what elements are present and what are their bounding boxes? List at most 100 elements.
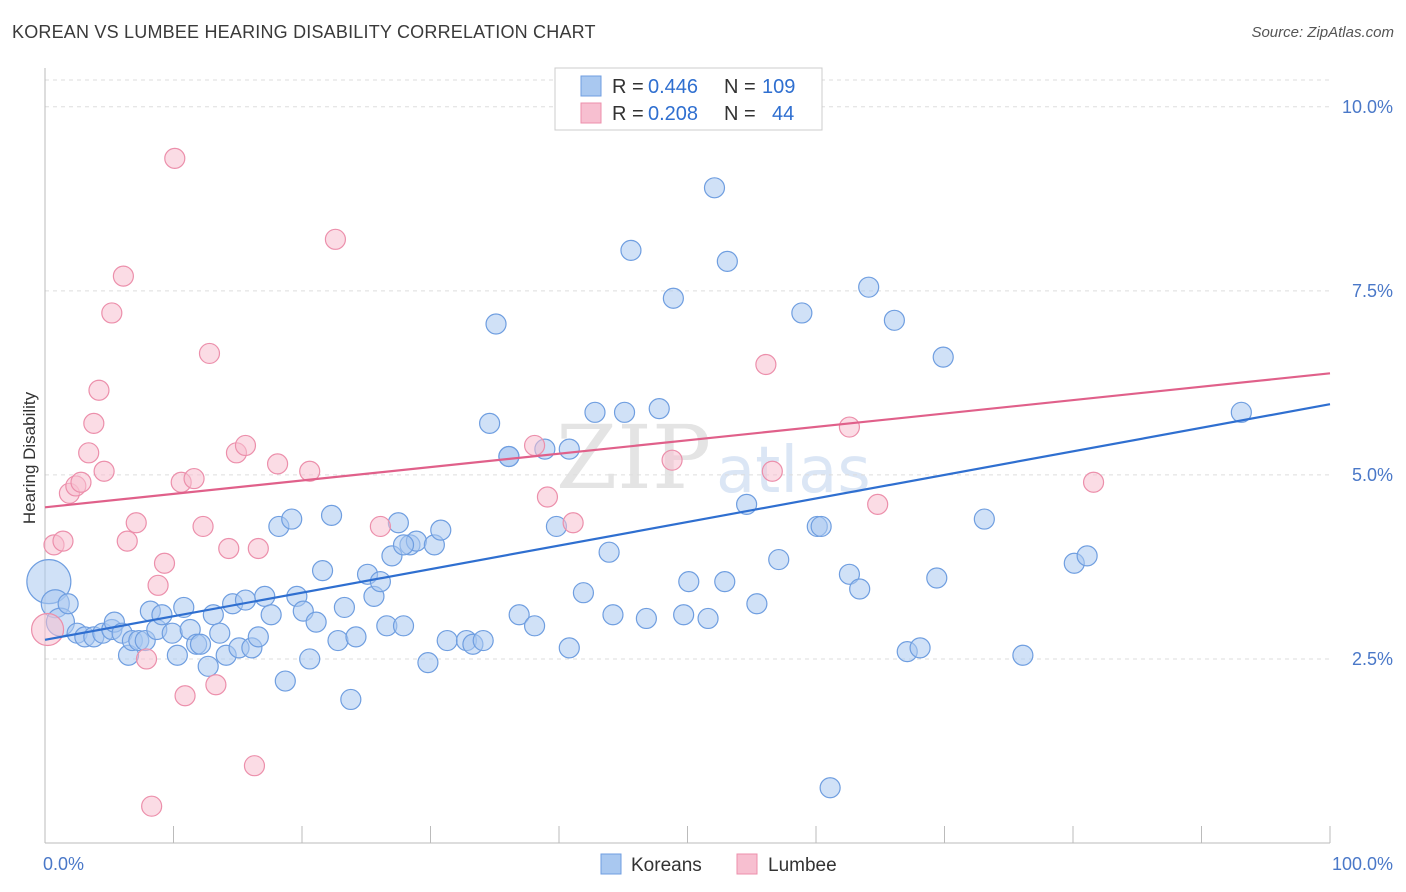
point-koreans — [369, 571, 391, 593]
point-lumbee — [30, 612, 65, 647]
legend-n-koreans: 109 — [762, 76, 795, 98]
point-lumbee — [838, 416, 861, 438]
point-lumbee — [218, 537, 240, 560]
legend-n-label-koreans: N = — [724, 76, 756, 98]
point-lumbee — [83, 412, 105, 434]
bottom-legend-swatch-lumbee — [736, 853, 758, 875]
y-tick-label: 5.0% — [1352, 465, 1393, 485]
point-koreans — [274, 670, 296, 692]
bottom-legend-koreans: Koreans — [631, 855, 702, 876]
bottom-legend-swatch-koreans — [600, 853, 622, 875]
point-lumbee — [116, 530, 138, 552]
point-koreans — [714, 571, 736, 593]
point-lumbee — [192, 515, 214, 538]
point-lumbee — [324, 228, 347, 250]
point-lumbee — [135, 648, 158, 670]
point-lumbee — [523, 434, 546, 457]
point-koreans — [613, 401, 636, 423]
y-tick-label: 10.0% — [1342, 97, 1393, 117]
point-lumbee — [243, 755, 266, 777]
point-lumbee — [536, 486, 559, 508]
point-lumbee — [78, 442, 100, 464]
point-koreans — [648, 398, 670, 420]
data-points — [26, 107, 1252, 817]
point-koreans — [558, 637, 580, 659]
point-lumbee — [70, 471, 92, 493]
point-koreans — [838, 563, 861, 585]
point-koreans — [572, 582, 595, 604]
point-koreans — [1076, 545, 1098, 567]
point-koreans — [858, 276, 880, 298]
point-lumbee — [93, 460, 115, 482]
point-koreans — [333, 596, 356, 619]
y-axis-label: Hearing Disability — [20, 391, 39, 524]
legend-r-label-lumbee: R = — [612, 103, 644, 125]
point-koreans — [161, 622, 183, 644]
point-koreans — [436, 629, 458, 652]
point-koreans — [584, 401, 606, 423]
legend-r-label-koreans: R = — [612, 76, 644, 98]
point-koreans — [810, 515, 832, 538]
point-koreans — [558, 438, 580, 460]
point-koreans — [327, 629, 349, 652]
point-koreans — [254, 585, 276, 607]
point-koreans — [340, 688, 362, 711]
point-koreans — [620, 239, 642, 261]
point-lumbee — [661, 449, 683, 471]
point-lumbee — [867, 493, 889, 515]
point-koreans — [281, 508, 303, 530]
point-koreans — [849, 578, 871, 600]
point-koreans — [417, 652, 439, 674]
point-koreans — [909, 637, 931, 659]
point-koreans — [746, 593, 768, 615]
point-koreans — [635, 607, 657, 630]
point-koreans — [716, 250, 738, 273]
point-koreans — [299, 648, 321, 670]
point-koreans — [508, 604, 530, 626]
point-koreans — [189, 633, 212, 655]
point-lumbee — [52, 530, 74, 552]
point-lumbee — [205, 674, 227, 696]
trend-line-lumbee — [44, 372, 1331, 509]
chart-title: KOREAN VS LUMBEE HEARING DISABILITY CORR… — [12, 22, 596, 42]
point-koreans — [883, 309, 905, 331]
point-lumbee — [141, 795, 163, 817]
point-lumbee — [234, 434, 257, 457]
legend-swatch-koreans — [580, 75, 602, 97]
point-koreans — [697, 607, 719, 630]
point-koreans — [768, 548, 790, 571]
point-koreans — [703, 177, 726, 199]
point-lumbee — [761, 460, 783, 482]
y-tick-label: 7.5% — [1352, 281, 1393, 301]
point-koreans — [197, 655, 219, 677]
point-lumbee — [125, 512, 147, 534]
legend-r-lumbee: 0.208 — [648, 103, 698, 125]
point-koreans — [57, 593, 79, 615]
point-lumbee — [88, 379, 110, 401]
point-lumbee — [147, 574, 169, 596]
top-legend: R = 0.446 N = 109 R = 0.208 N = 44 — [554, 67, 823, 131]
point-koreans — [1230, 401, 1252, 423]
legend-r-koreans: 0.446 — [648, 76, 698, 98]
point-koreans — [430, 519, 452, 541]
point-lumbee — [247, 537, 269, 560]
y-tick-label: 2.5% — [1352, 649, 1393, 669]
point-koreans — [598, 541, 620, 563]
point-koreans — [387, 512, 409, 534]
legend-n-label-lumbee: N = — [724, 103, 756, 125]
point-koreans — [151, 604, 173, 626]
point-koreans — [1012, 644, 1034, 666]
trend-line-koreans — [44, 403, 1331, 641]
point-koreans — [602, 604, 624, 626]
point-lumbee — [101, 302, 123, 324]
point-koreans — [479, 412, 501, 434]
point-koreans — [926, 567, 948, 589]
bottom-legend-lumbee: Lumbee — [768, 855, 837, 876]
point-lumbee — [562, 512, 584, 534]
point-koreans — [260, 604, 282, 626]
point-koreans — [392, 615, 415, 637]
x-tick-label: 0.0% — [43, 854, 84, 874]
point-koreans — [662, 287, 684, 309]
point-koreans — [932, 346, 954, 368]
x-tick-label: 100.0% — [1332, 854, 1393, 874]
